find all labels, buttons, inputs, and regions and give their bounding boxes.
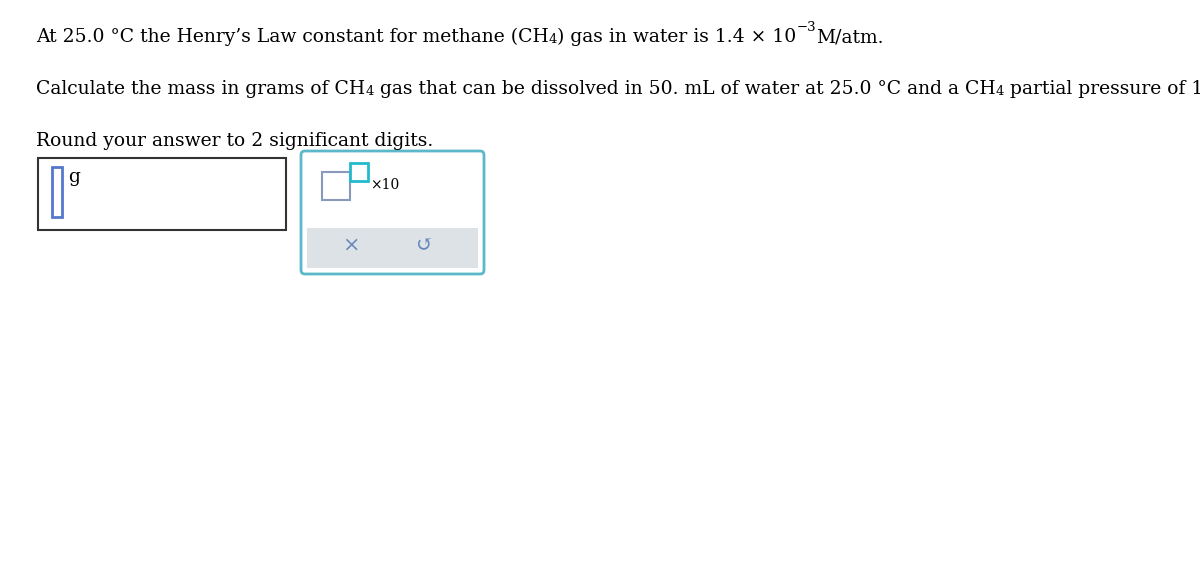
Text: partial pressure of 1.82 atm.: partial pressure of 1.82 atm. xyxy=(1003,80,1200,98)
Bar xyxy=(322,172,350,200)
Text: ×10: ×10 xyxy=(370,178,400,192)
Text: Calculate the mass in grams of CH: Calculate the mass in grams of CH xyxy=(36,80,365,98)
Text: Round your answer to 2 significant digits.: Round your answer to 2 significant digit… xyxy=(36,132,433,150)
Text: ) gas in water is 1.4 × 10: ) gas in water is 1.4 × 10 xyxy=(557,28,797,46)
Text: ↺: ↺ xyxy=(415,236,432,255)
Text: M/atm.: M/atm. xyxy=(816,28,883,46)
Text: −3: −3 xyxy=(797,21,816,34)
Text: At 25.0 °C the Henry’s Law constant for methane (CH: At 25.0 °C the Henry’s Law constant for … xyxy=(36,28,548,46)
Bar xyxy=(307,228,478,268)
Bar xyxy=(52,167,62,217)
Bar xyxy=(38,158,286,230)
Text: 4: 4 xyxy=(995,85,1003,98)
Bar xyxy=(350,163,368,181)
Text: 4: 4 xyxy=(365,85,373,98)
Text: g: g xyxy=(68,168,80,186)
Text: ×: × xyxy=(342,236,360,255)
FancyBboxPatch shape xyxy=(301,151,484,274)
Text: gas that can be dissolved in 50. mL of water at 25.0 °C and a CH: gas that can be dissolved in 50. mL of w… xyxy=(373,80,995,98)
Text: 4: 4 xyxy=(548,33,557,46)
